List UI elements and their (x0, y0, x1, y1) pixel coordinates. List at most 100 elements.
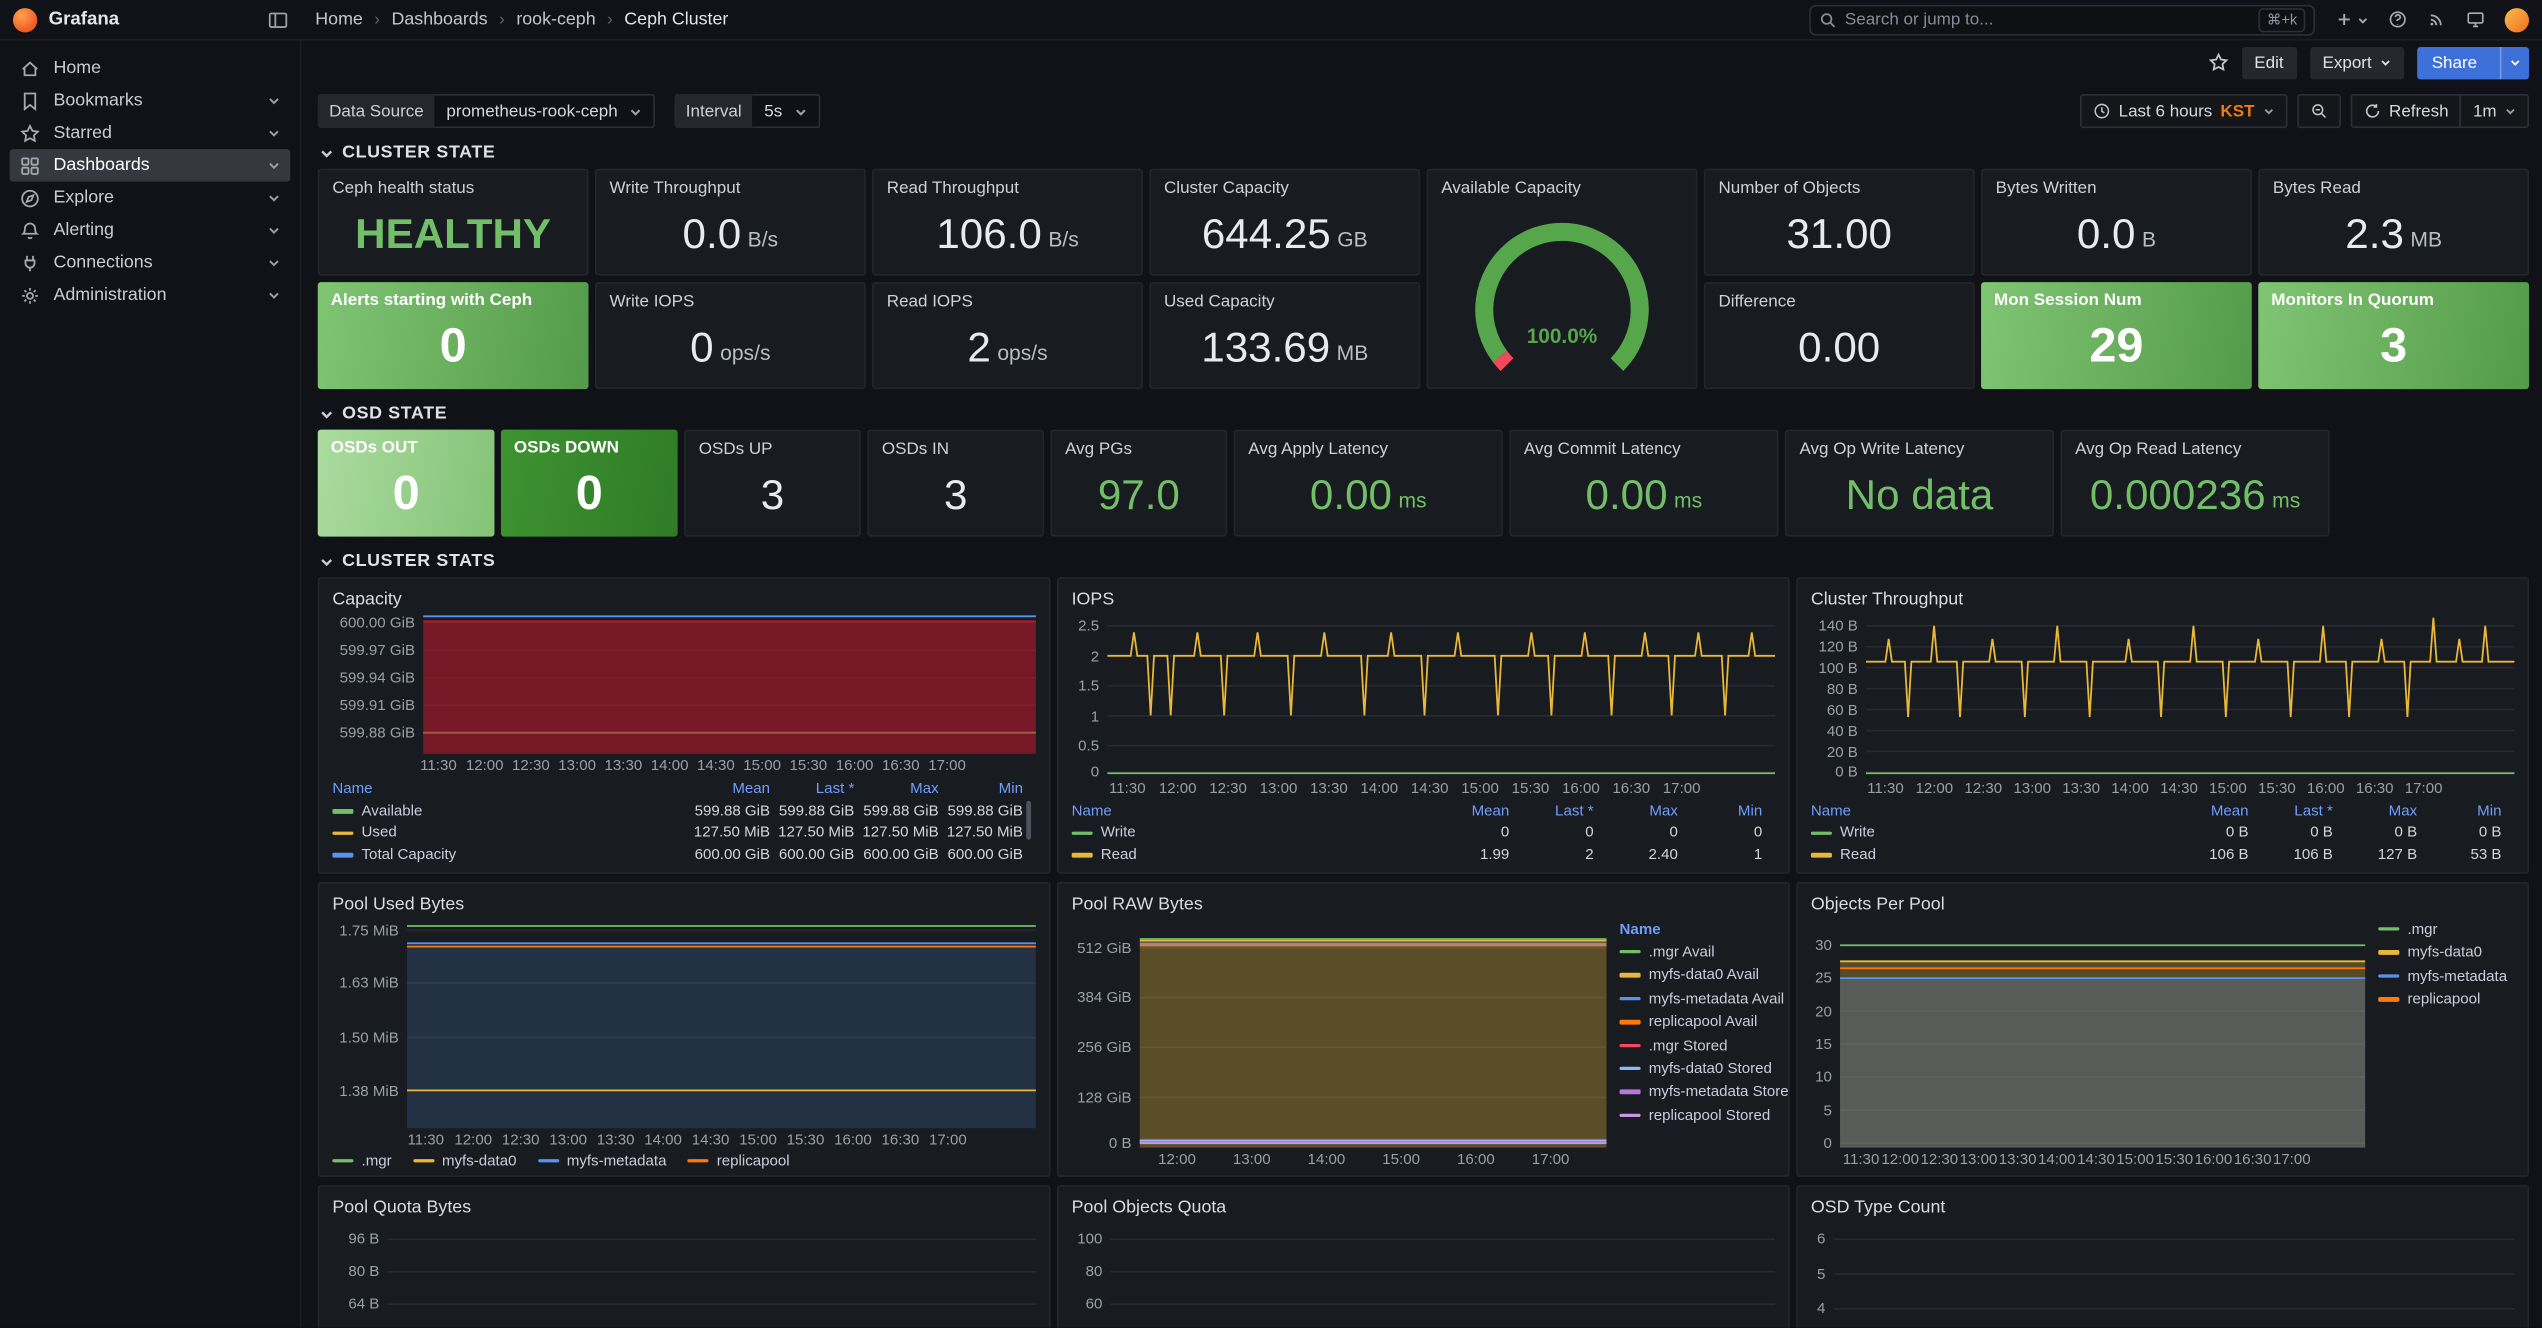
user-avatar[interactable] (2504, 7, 2530, 32)
panel-write-iops[interactable]: Write IOPS 0 ops/s (594, 282, 866, 390)
time-range-picker[interactable]: Last 6 hours KST (2079, 94, 2287, 129)
legend-scrollbar[interactable] (1026, 800, 1032, 840)
sidebar-item-home[interactable]: Home (10, 52, 290, 84)
panel-write-throughput[interactable]: Write Throughput 0.0 B/s (594, 168, 866, 276)
panel-ceph-health-status[interactable]: Ceph health status HEALTHY (317, 168, 589, 276)
share-button[interactable]: Share (2417, 46, 2530, 79)
legend-header[interactable]: Name (1619, 920, 1661, 938)
panel-cluster-capacity[interactable]: Cluster Capacity 644.25 GB (1149, 168, 1421, 276)
edit-button[interactable]: Edit (2241, 46, 2297, 79)
panel-capacity[interactable]: Capacity 600.00 GiB 599.97 GiB 599.94 GiB 59… (317, 577, 1051, 874)
panel-avg-apply-latency[interactable]: Avg Apply Latency 0.00 ms (1233, 429, 1503, 537)
breadcrumb-home[interactable]: Home (315, 9, 363, 30)
legend-col-max[interactable]: Max (910, 779, 939, 796)
legend-item-myfs-metadata-avail[interactable]: myfs-metadata Avail (1619, 987, 1784, 1010)
breadcrumb-dashboards[interactable]: Dashboards (391, 9, 488, 30)
legend-item-total-capacity[interactable]: Total Capacity (332, 844, 685, 866)
section-osd-state[interactable]: OSD STATE (319, 404, 2529, 423)
datasource-select[interactable]: prometheus-rook-ceph (435, 94, 655, 129)
legend-col-name[interactable]: Name (1810, 801, 1852, 818)
sidebar-item-starred[interactable]: Starred (10, 117, 290, 149)
panel-bytes-read[interactable]: Bytes Read 2.3 MB (2258, 168, 2530, 276)
legend-item-write[interactable]: Write (1071, 822, 1425, 844)
panel-mon-session-num[interactable]: Mon Session Num 29 (1981, 282, 2252, 390)
legend-item-replicapool-stored[interactable]: replicapool Stored (1619, 1104, 1776, 1127)
legend-item-mgr[interactable]: .mgr (332, 1153, 392, 1169)
legend-col-min[interactable]: Min (2477, 801, 2502, 818)
panel-osds-in[interactable]: OSDs IN 3 (867, 429, 1045, 537)
legend-col-last[interactable]: Last * (2294, 801, 2333, 818)
news-icon[interactable] (2427, 10, 2446, 29)
panel-pool-objects-quota[interactable]: Pool Objects Quota 100 80 60 (1057, 1185, 1790, 1328)
panel-available-capacity[interactable]: Available Capacity 100.0% (1426, 168, 1698, 390)
star-icon[interactable] (2207, 52, 2228, 73)
panel-avg-commit-latency[interactable]: Avg Commit Latency 0.00 ms (1509, 429, 1779, 537)
panel-pool-quota-bytes[interactable]: Pool Quota Bytes 96 B 80 B 64 B (317, 1185, 1051, 1328)
panel-iops[interactable]: IOPS 2.5 2 1.5 1 0.5 0 11:30 12:00 12:30 13:00 13:3… (1057, 577, 1790, 874)
legend-item-read[interactable]: Read (1810, 844, 2164, 866)
panel-avg-op-read-latency[interactable]: Avg Op Read Latency 0.000236 ms (2060, 429, 2330, 537)
legend-item-used[interactable]: Used (332, 822, 685, 844)
refresh-button[interactable]: Refresh (2350, 94, 2462, 129)
panel-objects-per-pool[interactable]: Objects Per Pool 30 25 20 15 10 5 0 11:30 12:00 12… (1796, 881, 2530, 1177)
legend-col-min[interactable]: Min (1737, 801, 1763, 818)
panel-osd-type-count[interactable]: OSD Type Count 6 5 4 (1796, 1185, 2530, 1328)
legend-col-max[interactable]: Max (1649, 801, 1678, 818)
section-cluster-stats[interactable]: CLUSTER STATS (319, 551, 2529, 571)
panel-alerts-starting-with-ceph[interactable]: Alerts starting with Ceph 0 (317, 282, 589, 390)
panel-osds-up[interactable]: OSDs UP 3 (684, 429, 861, 537)
plot-area[interactable] (387, 1221, 1035, 1328)
legend-item-myfs-data0[interactable]: myfs-data0 (2378, 941, 2514, 964)
interval-select[interactable]: 5s (752, 94, 820, 129)
plot-area[interactable] (406, 918, 1036, 1129)
monitor-icon[interactable] (2466, 10, 2485, 29)
legend-col-name[interactable]: Name (1071, 801, 1112, 818)
panel-pool-raw-bytes[interactable]: Pool RAW Bytes 512 GiB 384 GiB 256 GiB 128 G… (1057, 881, 1790, 1177)
grafana-logo-icon[interactable] (12, 7, 38, 32)
legend-item-mgr-avail[interactable]: .mgr Avail (1619, 940, 1776, 963)
plot-area[interactable] (1111, 1221, 1776, 1328)
sidebar-item-explore[interactable]: Explore (10, 182, 290, 214)
legend-item-replicapool[interactable]: replicapool (687, 1153, 790, 1169)
legend-item-myfs-data0-stored[interactable]: myfs-data0 Stored (1619, 1057, 1776, 1080)
dock-menu-icon[interactable] (268, 9, 289, 30)
legend-col-mean[interactable]: Mean (2210, 801, 2249, 818)
legend-item-myfs-metadata-stored[interactable]: myfs-metadata Stored (1619, 1080, 1788, 1103)
search-field[interactable] (1844, 9, 2251, 30)
sidebar-item-bookmarks[interactable]: Bookmarks (10, 84, 290, 116)
panel-osds-out[interactable]: OSDs OUT 0 (317, 429, 495, 537)
add-button[interactable] (2334, 10, 2368, 29)
legend-item-read[interactable]: Read (1071, 844, 1425, 866)
plot-area[interactable] (1107, 613, 1775, 776)
panel-number-of-objects[interactable]: Number of Objects 31.00 (1703, 168, 1975, 276)
zoom-out-button[interactable] (2296, 94, 2341, 129)
panel-cluster-throughput[interactable]: Cluster Throughput 140 B 120 B 100 B 80 B 60 … (1796, 577, 2530, 874)
plot-area[interactable] (1840, 918, 2366, 1148)
legend-item-replicapool-avail[interactable]: replicapool Avail (1619, 1010, 1776, 1033)
plot-area[interactable] (1139, 918, 1607, 1148)
plot-area[interactable] (1866, 613, 2514, 776)
legend-col-mean[interactable]: Mean (732, 779, 771, 796)
legend-item-myfs-metadata[interactable]: myfs-metadata (537, 1153, 666, 1169)
legend-item-myfs-data0-avail[interactable]: myfs-data0 Avail (1619, 964, 1776, 987)
legend-col-mean[interactable]: Mean (1471, 801, 1510, 818)
legend-item-mgr-stored[interactable]: .mgr Stored (1619, 1034, 1776, 1057)
legend-col-last[interactable]: Last * (815, 779, 855, 796)
panel-avg-pgs[interactable]: Avg PGs 97.0 (1050, 429, 1228, 537)
sidebar-item-alerting[interactable]: Alerting (10, 214, 290, 246)
section-cluster-state[interactable]: CLUSTER STATE (319, 143, 2529, 162)
sidebar-item-dashboards[interactable]: Dashboards (9, 149, 291, 182)
panel-difference[interactable]: Difference 0.00 (1703, 282, 1975, 390)
export-button[interactable]: Export (2309, 46, 2405, 79)
help-icon[interactable] (2388, 10, 2407, 29)
sidebar-item-connections[interactable]: Connections (10, 246, 290, 278)
legend-col-min[interactable]: Min (998, 779, 1023, 796)
legend-item-write[interactable]: Write (1810, 822, 2164, 844)
search-input[interactable]: ⌘+k (1809, 4, 2316, 35)
panel-used-capacity[interactable]: Used Capacity 133.69 MB (1149, 282, 1421, 390)
panel-osds-down[interactable]: OSDs DOWN 0 (500, 429, 678, 537)
legend-item-mgr[interactable]: .mgr (2378, 918, 2514, 941)
panel-monitors-in-quorum[interactable]: Monitors In Quorum 3 (2258, 282, 2530, 390)
legend-item-myfs-data0[interactable]: myfs-data0 (412, 1153, 517, 1169)
refresh-interval-select[interactable]: 1m (2459, 94, 2530, 129)
